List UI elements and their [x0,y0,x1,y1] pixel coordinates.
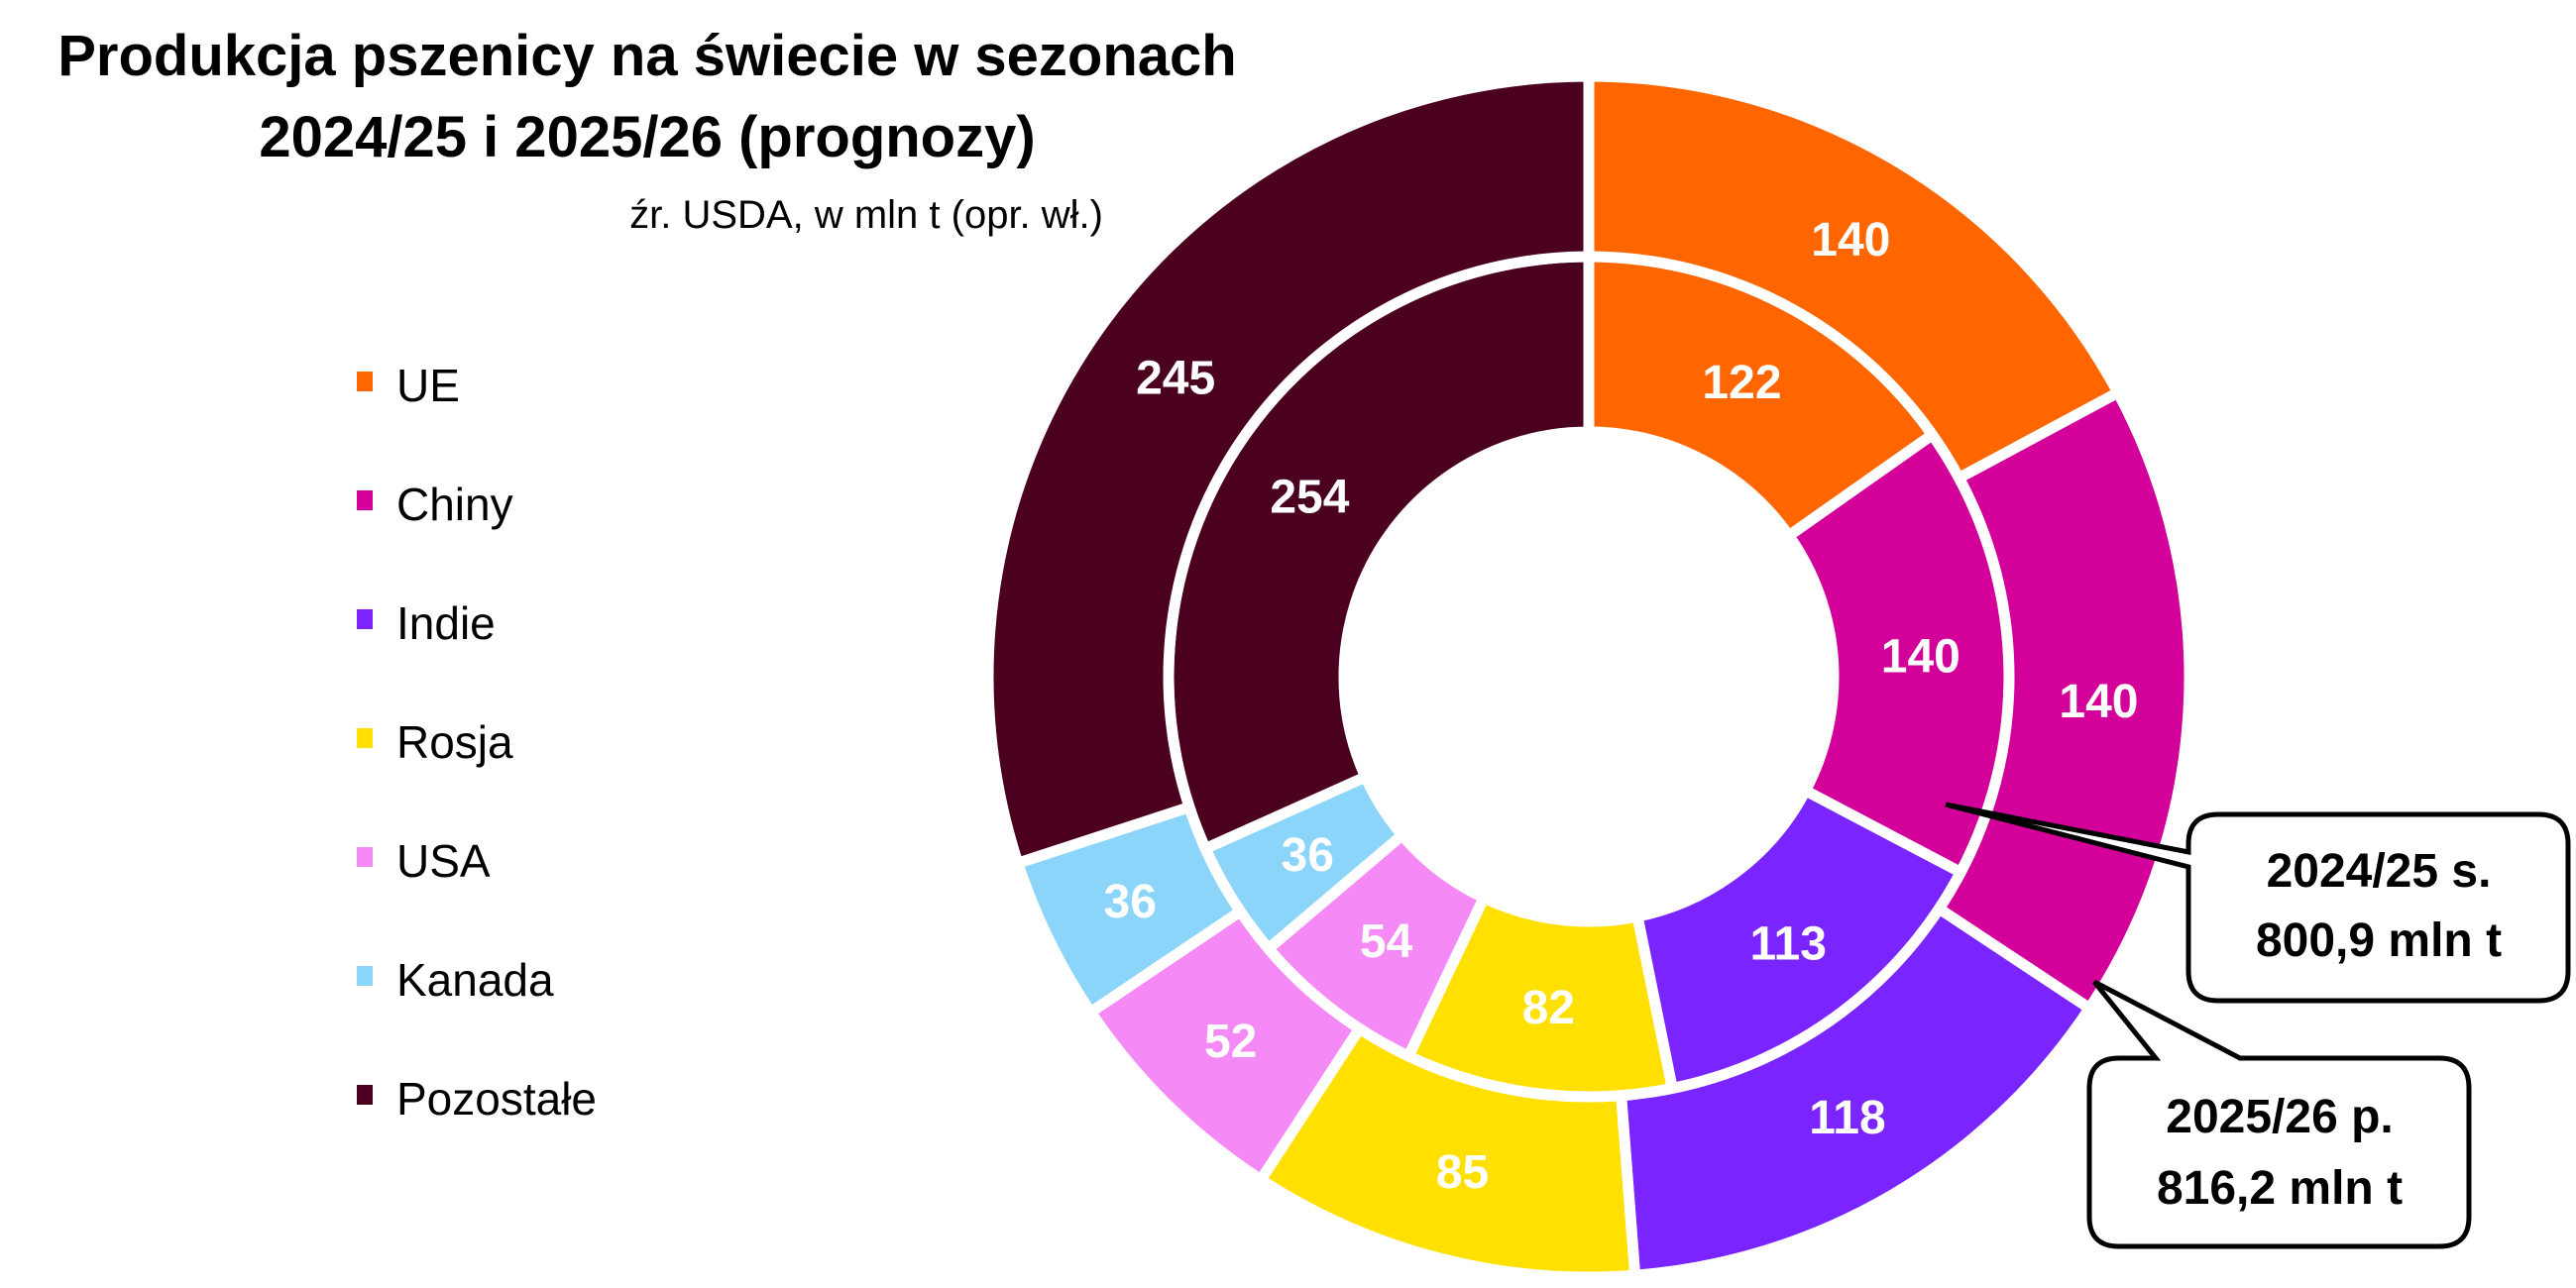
legend-label-2: Indie [396,597,496,649]
data-label-2025-26-Pozostałe: 245 [1136,353,1215,405]
legend-swatch-5 [357,966,373,986]
callout-2025-26-box [2086,979,2472,1249]
data-label-2024-25-UE: 122 [1702,357,1781,409]
legend-label-6: Pozostałe [396,1073,597,1125]
slice-2025-26-UE [1583,70,2126,485]
data-label-2025-26-Indie: 118 [1809,1092,1885,1144]
legend-label-5: Kanada [396,954,554,1006]
data-label-2024-25-Pozostałe: 254 [1270,472,1349,524]
callout-2024-25: 2024/25 s. 800,9 mln t [1945,802,2571,1004]
legend-swatch-1 [357,490,373,510]
data-label-2025-26-Rosja: 85 [1436,1146,1489,1199]
slice-2025-26-Pozostałe [982,70,1595,871]
data-label-2024-25-Rosja: 82 [1522,982,1575,1034]
legend-swatch-2 [357,609,373,629]
data-label-2024-25-Chiny: 140 [1881,630,1960,683]
slice-2025-26-Chiny [1931,384,2195,1017]
legend-label-4: USA [396,835,491,887]
legend-swatch-4 [357,847,373,867]
legend-label-3: Rosja [396,716,513,768]
callout-2024-25-box [1945,802,2571,1004]
legend-label-1: Chiny [396,479,513,530]
callout-2024-25-line-2: 800,9 mln t [2256,914,2502,967]
legend-swatch-3 [357,728,373,748]
legend: UE Chiny Indie Rosja USA Kanada Pozostałe [357,360,597,1125]
legend-label-0: UE [396,360,460,411]
callout-2025-26: 2025/26 p. 816,2 mln t [2086,979,2472,1249]
data-label-2025-26-USA: 52 [1204,1016,1257,1068]
data-label-2024-25-USA: 54 [1360,915,1413,968]
data-label-2024-25-Kanada: 36 [1282,829,1334,882]
data-label-2025-26-Kanada: 36 [1104,876,1157,928]
legend-swatch-0 [357,372,373,391]
chart-title-line-1: Produkcja pszenicy na świecie w sezonach [57,24,1236,88]
data-labels: 122 140 113 82 54 36 254 140 140 118 85 52 36 245 [1104,214,2139,1199]
callout-2025-26-line-2: 816,2 mln t [2157,1162,2403,1215]
data-label-2024-25-Indie: 113 [1750,917,1827,970]
callout-2025-26-line-1: 2025/26 p. [2166,1091,2394,1143]
donut-rings [982,70,2195,1283]
data-label-2025-26-UE: 140 [1811,214,1890,267]
chart-title-line-2: 2024/25 i 2025/26 (prognozy) [259,105,1035,169]
legend-swatch-6 [357,1085,373,1105]
chart-subtitle: źr. USDA, w mln t (opr. wł.) [629,193,1103,237]
data-label-2025-26-Chiny: 140 [2059,676,2138,728]
callout-2024-25-line-1: 2024/25 s. [2267,845,2492,898]
